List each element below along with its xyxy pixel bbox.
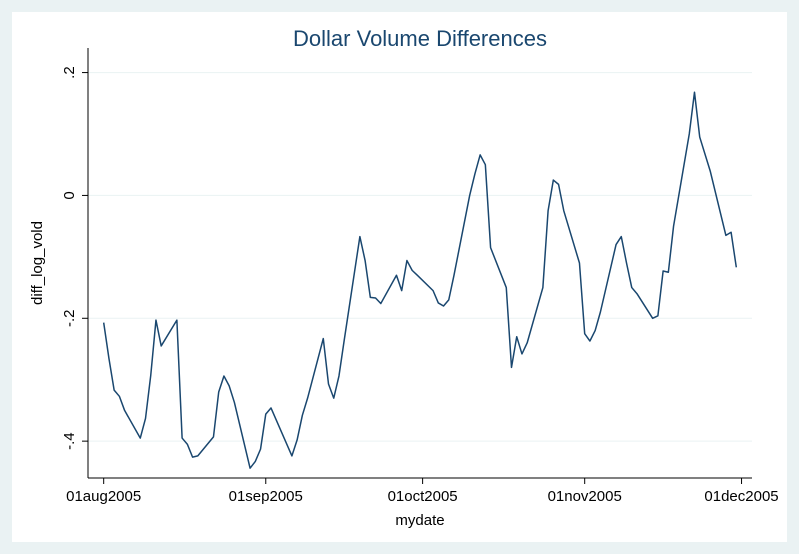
y-tick-label: 0 — [61, 191, 78, 199]
x-tick-label: 01nov2005 — [548, 488, 622, 505]
x-tick-label: 01oct2005 — [388, 488, 458, 505]
x-tick-label: 01aug2005 — [66, 488, 141, 505]
x-tick-label: 01dec2005 — [704, 488, 778, 505]
graph-region — [12, 12, 787, 542]
data-line — [102, 91, 738, 469]
y-tick-label: -.4 — [61, 432, 78, 450]
y-tick-label: -.2 — [61, 310, 78, 328]
x-tick-label: 01sep2005 — [229, 488, 303, 505]
chart-title: Dollar Volume Differences — [293, 26, 547, 51]
y-tick-label: .2 — [61, 66, 78, 79]
x-axis-label: mydate — [395, 512, 444, 529]
y-axis-label: diff_log_vold — [29, 221, 46, 305]
